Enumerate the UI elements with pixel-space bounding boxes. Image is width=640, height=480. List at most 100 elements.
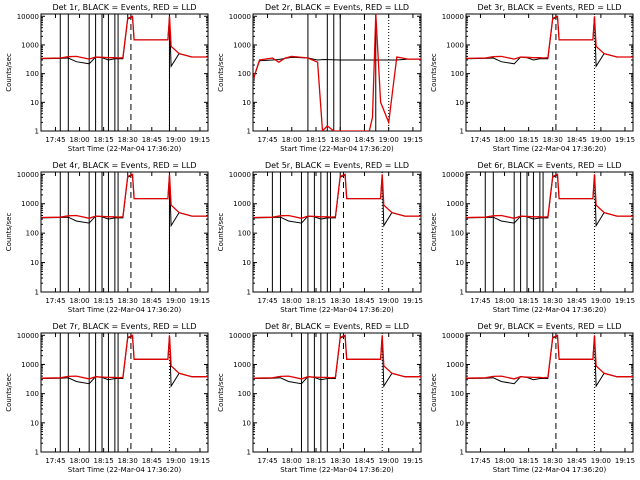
x-tick-label: 18:00 — [282, 457, 302, 465]
x-tick-label: 18:15 — [306, 457, 326, 465]
x-tick-label: 18:45 — [567, 136, 587, 144]
y-tick-label: 1 — [35, 289, 39, 297]
y-tick-label: 10000 — [229, 171, 251, 179]
chart-panel-7: Det 7r, BLACK = Events, RED = LLD 1 10 100 1… — [5, 322, 210, 474]
y-tick-label: 100 — [26, 230, 39, 238]
chart-panel-4: Det 4r, BLACK = Events, RED = LLD 1 10 100 1… — [5, 161, 210, 314]
y-tick-label: 1000 — [21, 200, 39, 208]
y-tick-label: 10 — [30, 259, 39, 267]
y-tick-label: 10 — [30, 99, 39, 107]
y-tick-label: 10000 — [442, 332, 464, 340]
y-tick-label: 1000 — [446, 200, 464, 208]
y-tick-label: 10 — [455, 99, 464, 107]
plot-frame — [465, 171, 634, 293]
panel-title: Det 6r, BLACK = Events, RED = LLD — [477, 161, 621, 170]
x-tick-label: 19:15 — [190, 136, 210, 144]
x-tick-label: 17:45 — [470, 136, 490, 144]
y-tick-label: 1 — [247, 289, 251, 297]
y-tick-label: 10 — [455, 259, 464, 267]
x-tick-label: 19:15 — [403, 136, 423, 144]
y-tick-label: 1 — [35, 128, 39, 136]
x-tick-label: 19:00 — [166, 136, 186, 144]
y-tick-label: 10000 — [442, 13, 464, 21]
x-tick-label: 18:00 — [282, 136, 302, 144]
x-tick-label: 19:15 — [615, 136, 635, 144]
y-tick-label: 1000 — [233, 361, 251, 369]
plot-frame — [465, 13, 634, 132]
x-tick-label: 19:15 — [403, 457, 423, 465]
plot-frame — [252, 332, 422, 453]
x-tick-label: 19:00 — [166, 457, 186, 465]
y-tick-label: 10 — [30, 419, 39, 427]
series-line-events — [41, 174, 208, 228]
y-axis-label: Counts/sec — [5, 213, 13, 252]
x-tick-label: 18:45 — [142, 136, 162, 144]
x-tick-label: 19:00 — [591, 457, 611, 465]
x-tick-label: 18:45 — [567, 457, 587, 465]
chart-panel-9: Det 9r, BLACK = Events, RED = LLD 1 10 100 1… — [430, 322, 635, 474]
plot-frame — [40, 332, 209, 453]
x-axis-label: Start Time (22-Mar-04 17:36:20) — [68, 145, 182, 153]
y-tick-label: 10 — [455, 419, 464, 427]
x-tick-label: 18:00 — [494, 297, 514, 305]
y-tick-label: 1000 — [21, 361, 39, 369]
x-tick-label: 19:00 — [166, 297, 186, 305]
y-tick-label: 10000 — [229, 13, 251, 21]
x-tick-label: 18:15 — [306, 136, 326, 144]
x-tick-label: 18:15 — [94, 457, 114, 465]
x-tick-label: 17:45 — [257, 457, 277, 465]
x-axis-label: Start Time (22-Mar-04 17:36:20) — [280, 466, 394, 474]
x-tick-label: 17:45 — [45, 136, 65, 144]
series-line-lld — [41, 173, 208, 219]
y-axis-label: Counts/sec — [430, 213, 438, 252]
y-tick-label: 10000 — [17, 332, 39, 340]
series-line-lld — [41, 334, 208, 380]
x-axis-label: Start Time (22-Mar-04 17:36:20) — [68, 306, 182, 314]
y-tick-label: 100 — [451, 230, 464, 238]
x-tick-label: 18:00 — [69, 136, 89, 144]
series-line-events — [253, 335, 421, 388]
plot-frame — [40, 13, 209, 132]
series-line-lld — [466, 173, 633, 219]
y-tick-label: 1000 — [446, 361, 464, 369]
x-tick-label: 18:30 — [330, 457, 350, 465]
y-tick-label: 10 — [242, 99, 251, 107]
x-tick-label: 18:45 — [354, 136, 374, 144]
y-axis-label: Counts/sec — [217, 53, 225, 92]
y-tick-label: 10000 — [442, 171, 464, 179]
y-tick-label: 100 — [238, 390, 251, 398]
x-tick-label: 18:30 — [330, 297, 350, 305]
x-axis-label: Start Time (22-Mar-04 17:36:20) — [280, 145, 394, 153]
x-tick-label: 18:30 — [330, 136, 350, 144]
x-tick-label: 18:45 — [567, 297, 587, 305]
y-tick-label: 10000 — [17, 13, 39, 21]
y-tick-label: 100 — [238, 70, 251, 78]
x-axis-label: Start Time (22-Mar-04 17:36:20) — [280, 306, 394, 314]
x-tick-label: 18:45 — [142, 297, 162, 305]
x-tick-label: 18:30 — [118, 136, 138, 144]
x-tick-label: 18:00 — [494, 136, 514, 144]
y-axis-label: Counts/sec — [5, 53, 13, 92]
series-line-lld — [253, 14, 421, 131]
panel-title: Det 3r, BLACK = Events, RED = LLD — [477, 3, 621, 12]
panel-title: Det 4r, BLACK = Events, RED = LLD — [52, 161, 196, 170]
plot-frame — [252, 13, 422, 132]
x-tick-label: 17:45 — [45, 457, 65, 465]
chart-panel-8: Det 8r, BLACK = Events, RED = LLD 1 10 100 1… — [217, 322, 423, 474]
series-line-events — [253, 174, 421, 228]
y-tick-label: 1000 — [233, 200, 251, 208]
y-tick-label: 1 — [247, 449, 251, 457]
chart-panel-5: Det 5r, BLACK = Events, RED = LLD 1 10 100 1… — [217, 161, 423, 314]
x-tick-label: 19:15 — [615, 297, 635, 305]
x-tick-label: 18:45 — [354, 457, 374, 465]
y-tick-label: 1 — [460, 449, 464, 457]
x-tick-label: 18:15 — [519, 457, 539, 465]
y-tick-label: 100 — [26, 70, 39, 78]
panel-title: Det 7r, BLACK = Events, RED = LLD — [52, 322, 196, 331]
y-axis-label: Counts/sec — [5, 373, 13, 412]
series-line-events — [466, 16, 633, 68]
y-tick-label: 1000 — [446, 41, 464, 49]
x-tick-label: 17:45 — [257, 136, 277, 144]
x-tick-label: 18:30 — [543, 136, 563, 144]
